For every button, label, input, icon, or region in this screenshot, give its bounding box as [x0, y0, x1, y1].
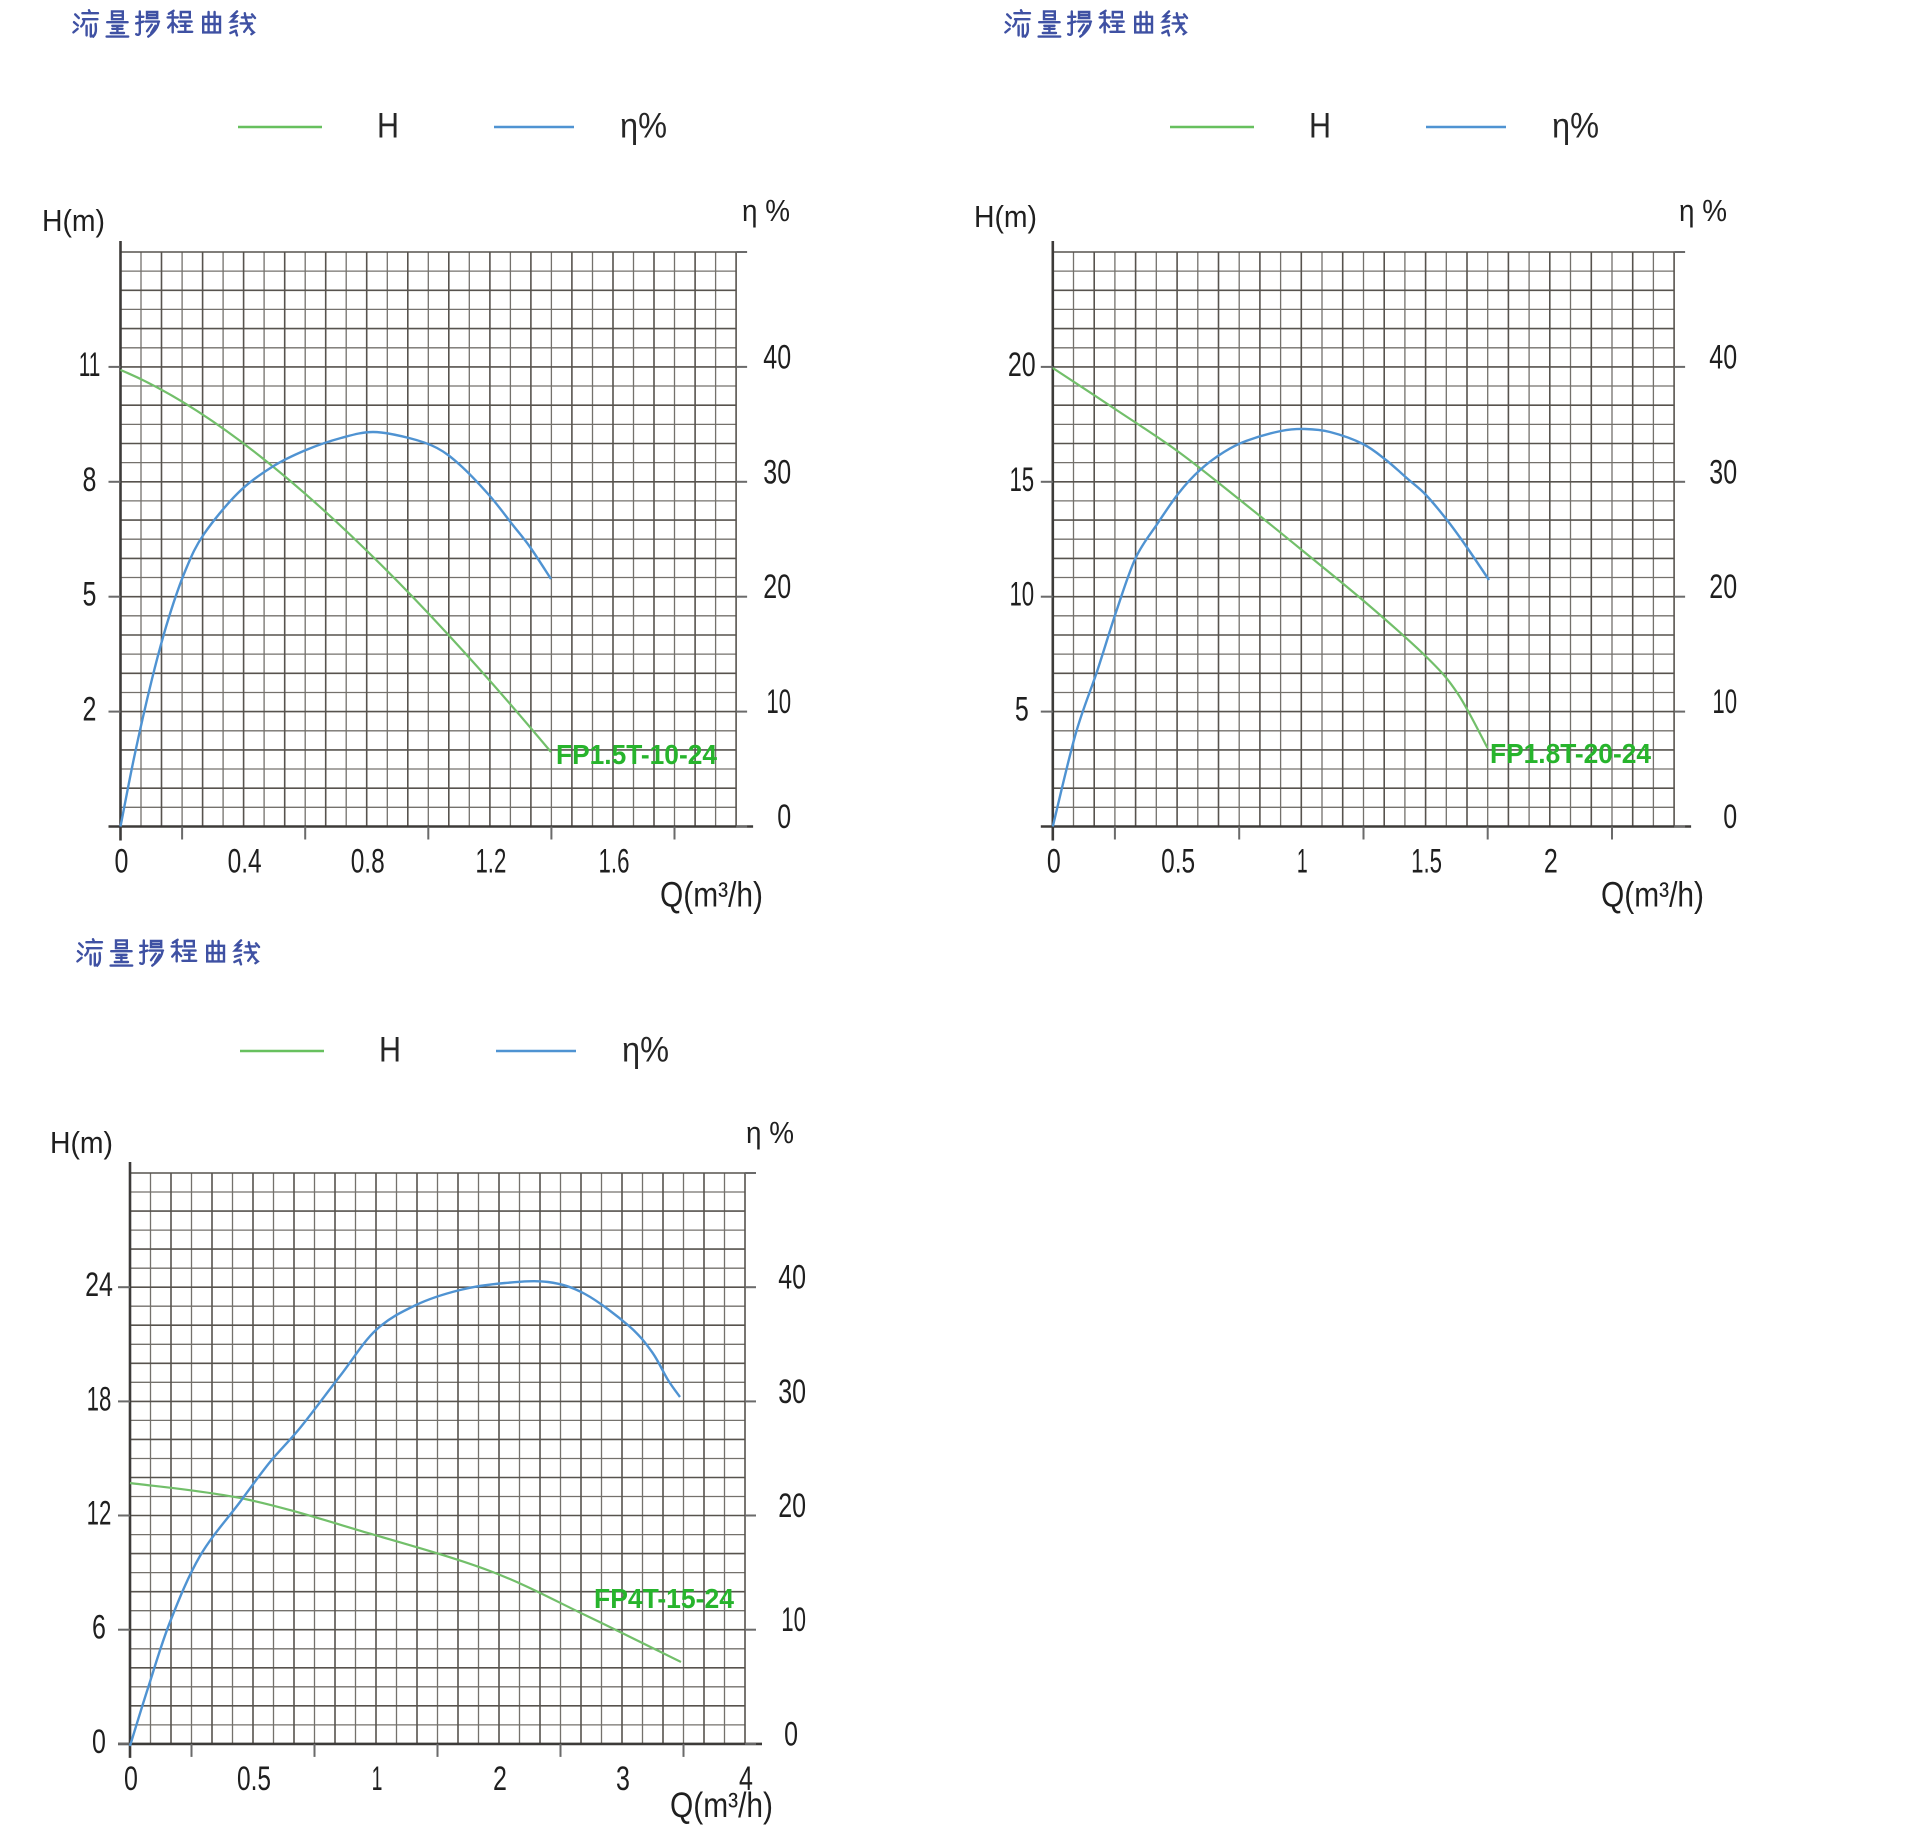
svg-text:H: H: [377, 107, 399, 146]
svg-text:0: 0: [115, 843, 129, 881]
svg-text:1: 1: [372, 1760, 383, 1798]
svg-text:η%: η%: [622, 1031, 669, 1070]
svg-text:30: 30: [778, 1373, 806, 1411]
svg-text:H: H: [379, 1031, 401, 1070]
svg-text:Q(m³/h): Q(m³/h): [670, 1786, 773, 1825]
svg-text:30: 30: [763, 453, 791, 491]
svg-text:1.5: 1.5: [1411, 843, 1442, 881]
svg-text:10: 10: [1712, 683, 1737, 721]
svg-text:0: 0: [784, 1715, 798, 1753]
svg-text:18: 18: [87, 1380, 112, 1418]
svg-text:η%: η%: [620, 107, 667, 146]
svg-text:10: 10: [781, 1601, 806, 1639]
svg-text:12: 12: [87, 1495, 112, 1533]
svg-text:5: 5: [83, 576, 97, 614]
svg-text:η%: η%: [1552, 107, 1599, 146]
svg-text:0: 0: [124, 1760, 138, 1798]
svg-text:0: 0: [92, 1723, 106, 1761]
svg-text:2: 2: [493, 1760, 507, 1798]
svg-text:2: 2: [83, 691, 97, 729]
svg-text:H(m): H(m): [42, 203, 105, 238]
svg-text:40: 40: [763, 338, 791, 376]
svg-text:Q(m³/h): Q(m³/h): [1601, 876, 1704, 915]
svg-text:40: 40: [778, 1259, 806, 1297]
svg-text:4: 4: [739, 1760, 753, 1798]
svg-text:FP4T-15-24: FP4T-15-24: [594, 1583, 734, 1614]
svg-text:1.6: 1.6: [599, 843, 630, 881]
svg-text:20: 20: [763, 568, 791, 606]
svg-text:FP1.5T-10-24: FP1.5T-10-24: [556, 739, 717, 770]
svg-text:η %: η %: [742, 193, 790, 228]
svg-text:11: 11: [79, 346, 101, 384]
svg-text:15: 15: [1009, 461, 1034, 499]
svg-text:η %: η %: [746, 1115, 794, 1150]
svg-text:0.5: 0.5: [1161, 843, 1195, 881]
svg-text:0.5: 0.5: [237, 1760, 271, 1798]
svg-text:0: 0: [777, 798, 791, 836]
svg-text:0: 0: [1723, 798, 1737, 836]
svg-text:H: H: [1309, 107, 1331, 146]
svg-text:0.4: 0.4: [228, 843, 262, 881]
svg-text:8: 8: [83, 461, 97, 499]
svg-text:0.8: 0.8: [351, 843, 385, 881]
svg-text:40: 40: [1709, 338, 1737, 376]
svg-text:3: 3: [616, 1760, 630, 1798]
svg-text:6: 6: [92, 1609, 106, 1647]
svg-text:H(m): H(m): [50, 1125, 113, 1160]
svg-text:10: 10: [766, 683, 791, 721]
svg-text:Q(m³/h): Q(m³/h): [660, 876, 763, 915]
svg-text:24: 24: [85, 1266, 113, 1304]
svg-text:1: 1: [1297, 843, 1308, 881]
svg-text:10: 10: [1009, 576, 1034, 614]
svg-text:η %: η %: [1679, 193, 1727, 228]
svg-text:20: 20: [1008, 346, 1036, 384]
svg-text:0: 0: [1047, 843, 1061, 881]
svg-text:5: 5: [1015, 691, 1029, 729]
svg-text:1.2: 1.2: [475, 843, 506, 881]
svg-text:2: 2: [1544, 843, 1558, 881]
svg-text:30: 30: [1709, 453, 1737, 491]
svg-text:H(m): H(m): [974, 199, 1037, 234]
svg-text:FP1.8T-20-24: FP1.8T-20-24: [1490, 738, 1651, 769]
svg-text:20: 20: [778, 1487, 806, 1525]
svg-text:20: 20: [1709, 568, 1737, 606]
